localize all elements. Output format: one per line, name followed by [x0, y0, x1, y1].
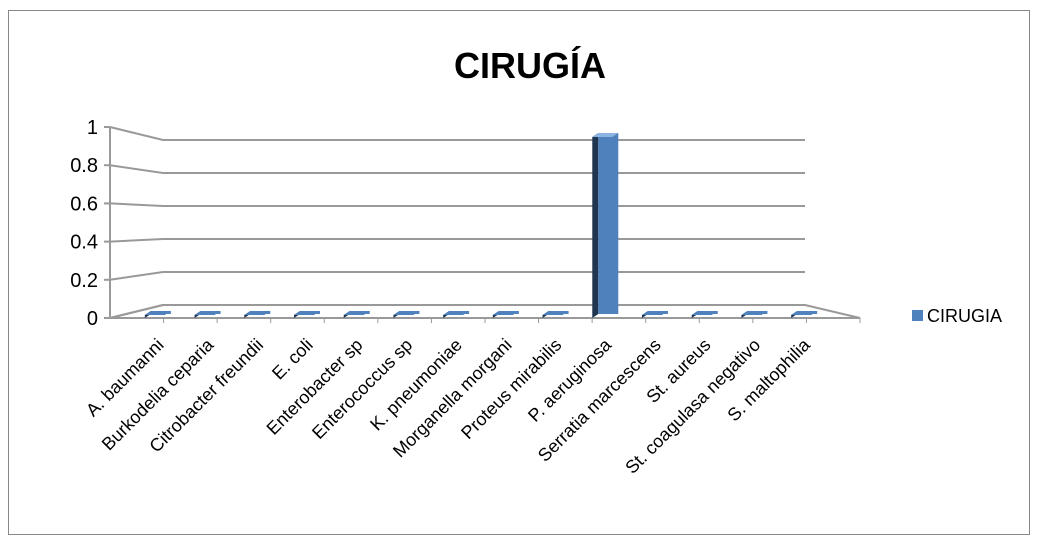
grid-line — [109, 164, 805, 174]
bar-top — [294, 311, 320, 315]
grid-line — [109, 202, 805, 207]
y-tick-label: 0.2 — [70, 270, 98, 292]
bar-top — [244, 311, 271, 315]
bar-top — [791, 311, 818, 315]
chart-title: CIRUGÍA — [454, 45, 606, 86]
bar-side — [592, 133, 599, 318]
y-tick-label: 0 — [87, 308, 98, 330]
grid-line — [109, 238, 805, 243]
y-tick-label: 0.8 — [70, 155, 98, 177]
bar-top — [542, 311, 569, 315]
legend-label: CIRUGIA — [927, 306, 1002, 326]
bar-top — [642, 311, 668, 315]
bar-top — [144, 311, 171, 315]
y-tick-label: 1 — [87, 117, 98, 139]
grid-line — [109, 126, 805, 141]
bar-top — [343, 311, 370, 315]
bar-top — [492, 311, 519, 315]
bar — [598, 133, 619, 314]
bar-top — [393, 311, 420, 315]
bar-top — [443, 311, 470, 315]
grid-line — [109, 271, 805, 281]
bar-top — [592, 133, 619, 137]
bar-top — [194, 311, 221, 315]
legend-swatch — [912, 310, 923, 321]
bar-top — [691, 311, 718, 315]
bar-top — [741, 311, 768, 315]
y-tick-label: 0.6 — [70, 193, 98, 215]
y-tick-label: 0.4 — [70, 232, 98, 254]
grid-line — [109, 304, 805, 319]
